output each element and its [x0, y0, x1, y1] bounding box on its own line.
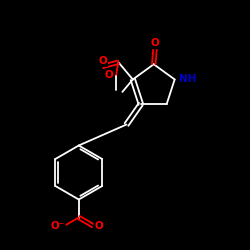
Text: O: O	[150, 38, 160, 48]
Text: NH: NH	[179, 74, 196, 84]
Text: O: O	[94, 222, 103, 232]
Text: O⁻: O⁻	[50, 222, 65, 232]
Text: O: O	[98, 56, 107, 66]
Text: O: O	[104, 70, 113, 80]
